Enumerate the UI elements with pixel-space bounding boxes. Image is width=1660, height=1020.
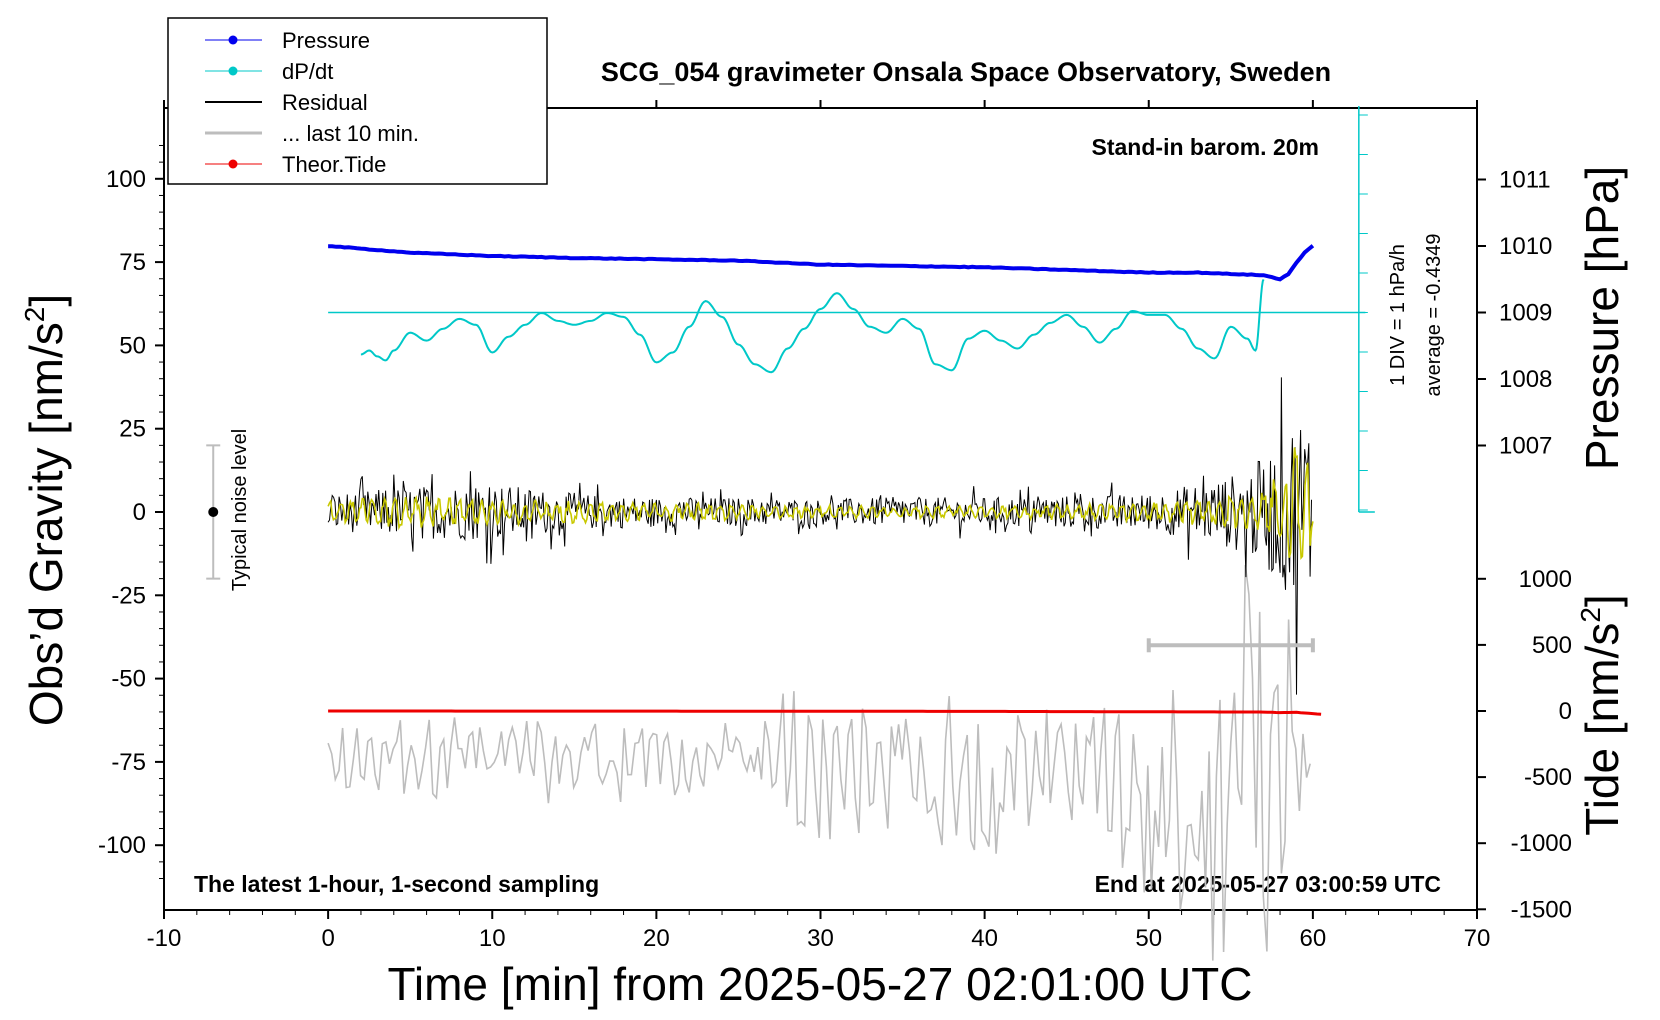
y-tick-label-gravity: 0 bbox=[133, 499, 146, 526]
y-tick-label-gravity: -100 bbox=[98, 832, 146, 859]
stand-in-note: Stand-in barom. 20m bbox=[1092, 134, 1319, 160]
x-tick-label: -10 bbox=[147, 925, 182, 952]
legend-label: dP/dt bbox=[282, 59, 333, 84]
y-tick-label-gravity: 25 bbox=[119, 416, 146, 443]
y-tick-label-gravity: -25 bbox=[111, 582, 146, 609]
series-last10-line bbox=[327, 564, 1311, 961]
series-dpdt-line bbox=[360, 278, 1265, 374]
series-residual-smoothed-line bbox=[327, 447, 1314, 561]
series-pressure-line bbox=[328, 244, 1315, 282]
axis-ticks: -10 0 10 20 30 40 50 60 701007550250-25-50-75-10… bbox=[98, 100, 1572, 952]
y-tick-label-pressure: 1011 bbox=[1499, 167, 1551, 194]
legend-items: Pressure dP/dt Residual ... last 10 min. The… bbox=[205, 28, 419, 177]
y-tick-label-pressure: 1010 bbox=[1499, 233, 1552, 260]
y-axis-label-gravity: Obs’d Gravity [nm/s2] bbox=[19, 294, 72, 726]
x-tick-label: 0 bbox=[321, 925, 334, 952]
y-tick-label-gravity: 100 bbox=[106, 166, 146, 193]
dpdt-scale-label-group: 1 DIV = 1 hPa/h bbox=[1387, 244, 1409, 386]
subtitle-left: The latest 1-hour, 1-second sampling bbox=[194, 871, 599, 897]
series-layer bbox=[327, 106, 1375, 961]
x-tick-label: 50 bbox=[1135, 925, 1162, 952]
legend-label: Pressure bbox=[282, 28, 370, 53]
y-tick-label-pressure: 1009 bbox=[1499, 300, 1552, 327]
legend-marker bbox=[228, 66, 238, 76]
x-axis-label: Time [min] from 2025-05-27 02:01:00 UTC bbox=[388, 958, 1253, 1010]
x-tick-label: 10 bbox=[479, 925, 506, 952]
noise-label-group: Typical noise level bbox=[229, 429, 251, 591]
y-axis-label-tide-end: ] bbox=[1576, 594, 1628, 607]
y-tick-label-tide: -1000 bbox=[1511, 830, 1572, 857]
y-axis-label-gravity-main: Obs’d Gravity [nm/s bbox=[20, 322, 72, 726]
y-tick-label-tide: -1500 bbox=[1511, 896, 1572, 923]
noise-center-dot bbox=[208, 507, 219, 517]
legend: Pressure dP/dt Residual ... last 10 min. The… bbox=[167, 17, 548, 185]
y-axis-label-gravity-sup: 2 bbox=[19, 307, 50, 323]
y-tick-label-tide: 500 bbox=[1532, 632, 1572, 659]
y-tick-label-gravity: -75 bbox=[111, 749, 146, 776]
y-axis-label-tide-sup: 2 bbox=[1575, 607, 1606, 623]
legend-marker bbox=[228, 35, 238, 45]
noise-label: Typical noise level bbox=[229, 429, 251, 591]
legend-label: Residual bbox=[282, 90, 368, 115]
chart-title: SCG_054 gravimeter Onsala Space Observat… bbox=[601, 57, 1331, 87]
x-tick-label: 20 bbox=[643, 925, 670, 952]
legend-label: Theor.Tide bbox=[282, 152, 386, 177]
dpdt-average-label: average = -0.4349 bbox=[1423, 234, 1445, 397]
y-axis-label-tide-main: Tide [nm/s bbox=[1576, 623, 1628, 836]
svg-text:Tide [nm/s2]: Tide [nm/s2] bbox=[1575, 594, 1628, 835]
dpdt-average-label-group: average = -0.4349 bbox=[1423, 234, 1445, 397]
svg-text:Pressure [hPa]: Pressure [hPa] bbox=[1576, 166, 1628, 470]
y-tick-label-gravity: -50 bbox=[111, 666, 146, 693]
annotation-layer bbox=[206, 444, 1315, 653]
y-tick-label-pressure: 1008 bbox=[1499, 366, 1552, 393]
y-tick-label-gravity: 75 bbox=[119, 249, 146, 276]
y-tick-label-tide: -500 bbox=[1524, 764, 1572, 791]
x-tick-label: 60 bbox=[1300, 925, 1327, 952]
y-axis-label-gravity-end: ] bbox=[20, 294, 72, 307]
dpdt-scale-label: 1 DIV = 1 hPa/h bbox=[1387, 244, 1409, 386]
svg-text:Obs’d Gravity [nm/s2]: Obs’d Gravity [nm/s2] bbox=[19, 294, 72, 726]
x-tick-label: 70 bbox=[1464, 925, 1491, 952]
y-tick-label-tide: 0 bbox=[1559, 698, 1572, 725]
y-tick-label-pressure: 1007 bbox=[1499, 433, 1552, 460]
y-axis-label-tide: Tide [nm/s2] bbox=[1575, 594, 1628, 835]
x-tick-label: 30 bbox=[807, 925, 834, 952]
x-tick-label: 40 bbox=[971, 925, 998, 952]
series-tide-line bbox=[328, 709, 1322, 716]
y-tick-label-tide: 1000 bbox=[1519, 566, 1572, 593]
y-axis-label-pressure: Pressure [hPa] bbox=[1576, 166, 1628, 470]
legend-label: ... last 10 min. bbox=[282, 121, 419, 146]
y-tick-label-gravity: 50 bbox=[119, 332, 146, 359]
legend-marker bbox=[228, 159, 238, 169]
